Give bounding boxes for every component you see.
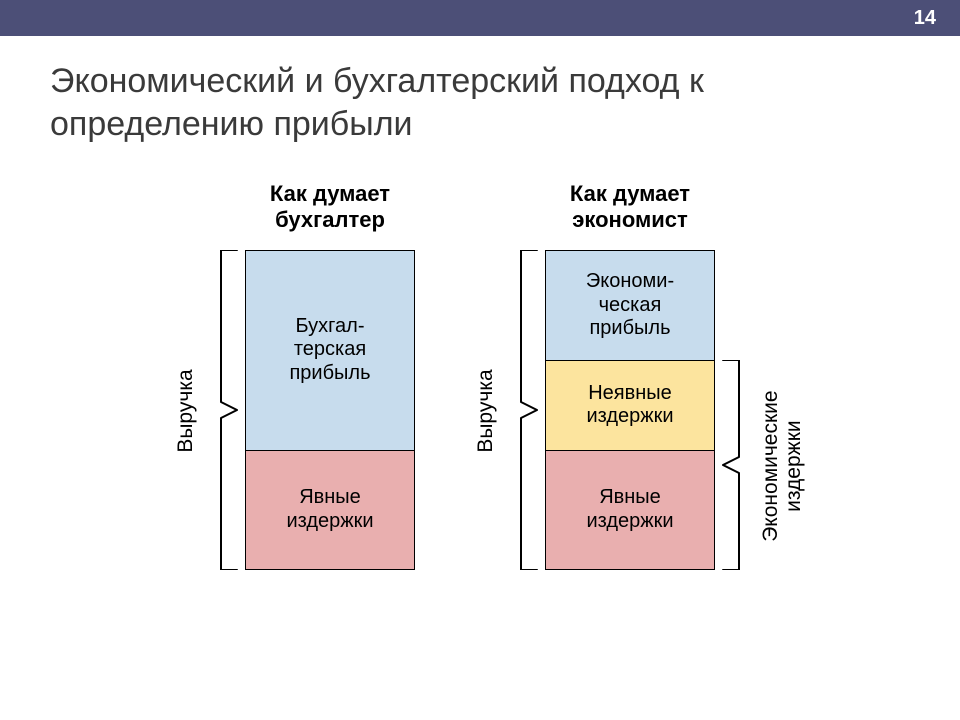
stack: Бухгал- терская прибыльЯвные издержки	[245, 250, 415, 570]
diagram-column: Как думает бухгалтер Бухгал- терская приб…	[245, 181, 415, 570]
stack-segment: Явные издержки	[546, 450, 714, 569]
brace-label: Выручка	[474, 251, 498, 571]
stack-segment: Бухгал- терская прибыль	[246, 251, 414, 450]
column-header: Как думает экономист	[570, 181, 690, 234]
brace-left	[517, 250, 539, 570]
brace-label: Экономические издержки	[759, 361, 805, 571]
page-number: 14	[914, 7, 936, 30]
stack-wrap: Бухгал- терская прибыльЯвные издержкиВыр…	[245, 250, 415, 570]
slide-content: Экономический и бухгалтерский подход к о…	[0, 36, 960, 570]
topbar: 14	[0, 0, 960, 36]
slide-title: Экономический и бухгалтерский подход к о…	[50, 60, 910, 145]
brace-label: Выручка	[174, 251, 198, 571]
stack-segment: Явные издержки	[246, 450, 414, 569]
diagram-column: Как думает экономист Экономи- ческая приб…	[545, 181, 715, 570]
stack-segment: Экономи- ческая прибыль	[546, 251, 714, 360]
stack-segment: Неявные издержки	[546, 360, 714, 449]
column-header: Как думает бухгалтер	[270, 181, 390, 234]
diagram: Как думает бухгалтер Бухгал- терская приб…	[50, 181, 910, 570]
brace-right	[721, 360, 743, 570]
stack-wrap: Экономи- ческая прибыльНеявные издержкиЯ…	[545, 250, 715, 570]
stack: Экономи- ческая прибыльНеявные издержкиЯ…	[545, 250, 715, 570]
brace-left	[217, 250, 239, 570]
